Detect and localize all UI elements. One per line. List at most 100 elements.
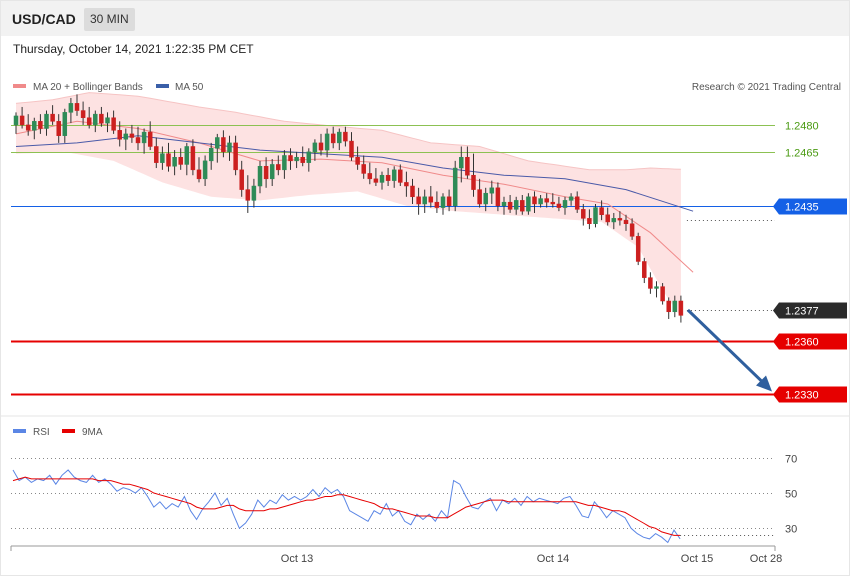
candle-body bbox=[385, 174, 391, 181]
candle-body bbox=[654, 286, 659, 289]
candle bbox=[446, 189, 452, 212]
candle bbox=[520, 194, 525, 215]
candle bbox=[550, 193, 556, 208]
candle-body bbox=[404, 182, 409, 187]
candle bbox=[141, 128, 147, 154]
candle-body bbox=[422, 196, 427, 205]
candle bbox=[56, 114, 61, 143]
candle bbox=[324, 128, 330, 158]
resistance-level-label: 1.2480 bbox=[785, 121, 819, 133]
candle bbox=[526, 193, 531, 215]
candle bbox=[410, 178, 415, 204]
candle bbox=[428, 186, 434, 208]
x-tick-label: Oct 28 bbox=[750, 553, 782, 565]
candle-body bbox=[562, 200, 568, 208]
candle-body bbox=[428, 196, 434, 203]
candle-body bbox=[483, 192, 488, 205]
ma20-legend-swatch bbox=[13, 84, 26, 88]
candle-body bbox=[513, 200, 519, 210]
candle bbox=[269, 159, 275, 187]
candle bbox=[544, 193, 549, 208]
candle bbox=[574, 191, 580, 213]
candle bbox=[62, 108, 68, 143]
last-price-label: 1.2377 bbox=[785, 306, 819, 318]
candle bbox=[532, 191, 537, 213]
candle-body bbox=[477, 189, 482, 205]
candle-body bbox=[324, 133, 330, 151]
x-tick-label: Oct 15 bbox=[681, 553, 713, 565]
candle bbox=[355, 146, 360, 170]
candle-body bbox=[154, 146, 159, 163]
candle-body bbox=[452, 167, 458, 207]
candle-body bbox=[306, 151, 312, 163]
candle bbox=[147, 121, 153, 151]
candle bbox=[373, 168, 379, 187]
timeframe-button[interactable]: 30 MIN bbox=[84, 8, 135, 31]
candle bbox=[666, 297, 671, 319]
candle bbox=[440, 193, 446, 215]
candle bbox=[74, 94, 80, 116]
candle bbox=[312, 139, 318, 161]
candle-body bbox=[25, 124, 31, 131]
candle-body bbox=[56, 121, 61, 136]
candle bbox=[568, 193, 574, 206]
candle-body bbox=[440, 196, 446, 208]
chart-header: USD/CAD 30 MIN bbox=[1, 1, 849, 36]
candle bbox=[398, 164, 403, 187]
candle-body bbox=[62, 112, 68, 136]
candle bbox=[672, 295, 678, 318]
candle bbox=[166, 142, 171, 172]
candle bbox=[135, 126, 141, 151]
candle bbox=[642, 257, 647, 284]
candle bbox=[318, 133, 324, 156]
candle bbox=[215, 133, 220, 163]
candle bbox=[105, 112, 110, 133]
candle-body bbox=[587, 218, 592, 224]
candle bbox=[263, 157, 269, 188]
candle-body bbox=[13, 115, 19, 126]
candle bbox=[379, 171, 385, 190]
candle-body bbox=[50, 113, 55, 122]
candle-body bbox=[556, 203, 562, 208]
candle bbox=[678, 295, 684, 323]
candle-body bbox=[605, 214, 610, 223]
candle-body bbox=[379, 174, 385, 183]
candle bbox=[581, 203, 586, 226]
candle-body bbox=[599, 207, 604, 216]
candle bbox=[593, 203, 598, 228]
bollinger-band-fill bbox=[16, 92, 681, 318]
candle-body bbox=[38, 121, 43, 129]
candle bbox=[221, 130, 226, 158]
candle-body bbox=[245, 189, 251, 201]
candle bbox=[282, 150, 287, 179]
candle-body bbox=[446, 196, 452, 207]
candle-body bbox=[343, 131, 348, 142]
candle bbox=[330, 126, 336, 149]
candle bbox=[385, 168, 391, 187]
support-price-tag bbox=[773, 333, 847, 350]
candle-body bbox=[147, 131, 153, 147]
ma20-legend-label: MA 20 + Bollinger Bands bbox=[33, 82, 143, 93]
candle-body bbox=[526, 196, 531, 212]
candle-body bbox=[501, 201, 507, 207]
candle bbox=[160, 146, 165, 170]
candle bbox=[343, 126, 348, 147]
candle-body bbox=[629, 223, 635, 237]
candle-body bbox=[117, 130, 122, 140]
candle-body bbox=[196, 169, 202, 180]
x-tick-label: Oct 13 bbox=[281, 553, 313, 565]
candle-body bbox=[672, 300, 678, 313]
candle-body bbox=[215, 137, 220, 149]
candle-body bbox=[544, 198, 549, 203]
candle-body bbox=[367, 173, 373, 180]
candle bbox=[367, 162, 373, 185]
candle-body bbox=[574, 196, 580, 210]
candle-body bbox=[391, 169, 397, 181]
candle bbox=[178, 148, 183, 170]
candle bbox=[117, 121, 122, 147]
candle bbox=[294, 151, 299, 169]
candle bbox=[654, 281, 659, 298]
candle-body bbox=[568, 196, 574, 201]
candle bbox=[93, 110, 98, 133]
